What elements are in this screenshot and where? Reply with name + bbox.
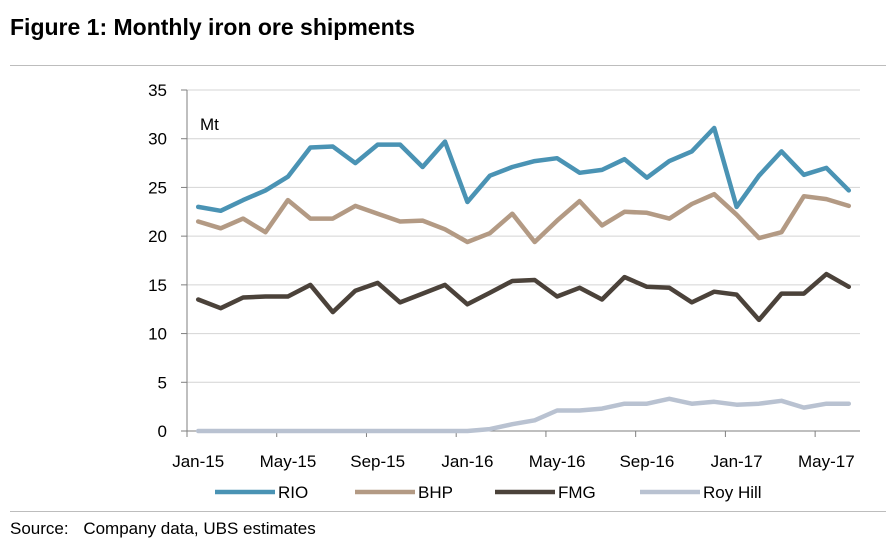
series-line-rio xyxy=(195,125,852,214)
bottom-divider xyxy=(10,511,886,512)
top-divider xyxy=(10,65,886,66)
source-label: Source: xyxy=(10,519,69,538)
legend-label-bhp: BHP xyxy=(418,483,453,502)
legend-label-roy-hill: Roy Hill xyxy=(703,483,762,502)
figure-title: Figure 1: Monthly iron ore shipments xyxy=(10,14,416,40)
legend: RIO BHP FMG Roy Hill xyxy=(215,483,762,502)
x-tick-label-Sep-16: Sep-16 xyxy=(619,452,674,471)
y-tick-label-10: 10 xyxy=(148,325,167,344)
y-tick-label-30: 30 xyxy=(148,130,167,149)
y-tick-label-0: 0 xyxy=(158,422,167,441)
grid-lines xyxy=(187,89,860,383)
y-tick-label-25: 25 xyxy=(148,178,167,197)
y-unit-label: Mt xyxy=(200,115,219,134)
line-chart: 0 5 10 15 20 25 30 35 Jan-15 May-15 Sep-15 Jan-16 Ma… xyxy=(148,81,860,502)
y-tick-label-15: 15 xyxy=(148,276,167,295)
x-tick-label-May-15: May-15 xyxy=(260,452,317,471)
y-tick-label-35: 35 xyxy=(148,81,167,100)
axes: 0 5 10 15 20 25 30 35 Jan-15 May-15 Sep-15 Jan-16 Ma… xyxy=(148,81,860,471)
y-tick-label-5: 5 xyxy=(158,373,167,392)
x-tick-label-May-16: May-16 xyxy=(529,452,586,471)
series-line-bhp xyxy=(195,191,852,245)
x-tick-label-Jan-17: Jan-17 xyxy=(711,452,763,471)
legend-label-fmg: FMG xyxy=(558,483,596,502)
series-line-fmg xyxy=(195,271,852,323)
x-tick-label-May-17: May-17 xyxy=(798,452,855,471)
x-tick-label-Jan-16: Jan-16 xyxy=(441,452,493,471)
x-tick-label-Sep-15: Sep-15 xyxy=(350,452,405,471)
y-tick-label-20: 20 xyxy=(148,227,167,246)
series-lines xyxy=(195,125,852,434)
series-line-roy-hill xyxy=(195,396,852,434)
legend-label-rio: RIO xyxy=(278,483,308,502)
source-note: Source: Company data, UBS estimates xyxy=(10,519,316,539)
source-text: Company data, UBS estimates xyxy=(83,519,316,538)
x-tick-label-Jan-15: Jan-15 xyxy=(172,452,224,471)
